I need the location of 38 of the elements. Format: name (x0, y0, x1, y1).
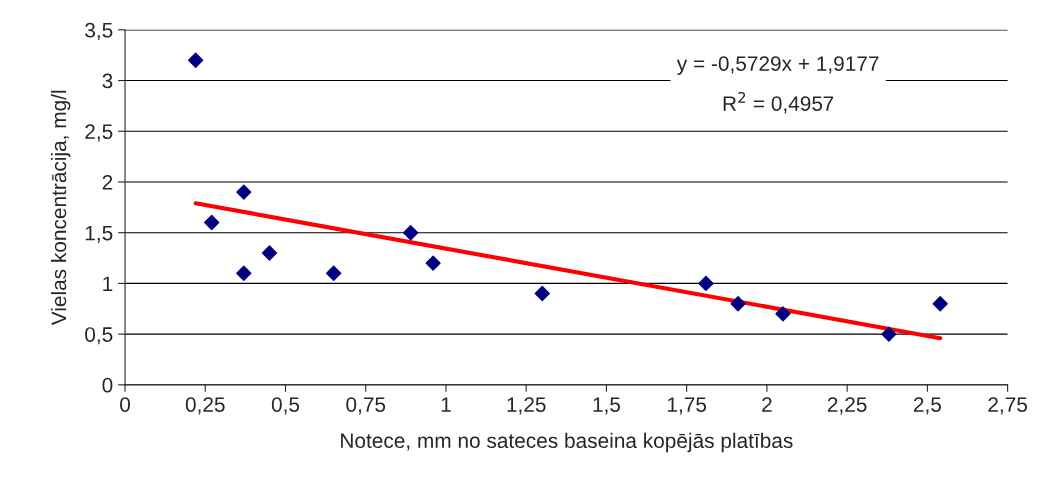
x-tick-label: 1,5 (593, 397, 621, 415)
annotation: y = -0,5729x + 1,9177 (676, 56, 879, 76)
x-tick-label: 1,25 (507, 397, 546, 415)
y-tick-label: 2 (102, 174, 113, 190)
x-tick-label: 0 (120, 397, 131, 412)
y-tick-label: 1 (103, 276, 113, 291)
point (730, 296, 746, 312)
x-tick-label: 2,25 (827, 397, 867, 415)
point (236, 184, 252, 200)
y-axis-title: Vielas koncentrācija, mg/l (50, 90, 71, 326)
x-tick-label: 0,75 (346, 397, 386, 415)
point (534, 285, 550, 302)
point (932, 296, 948, 312)
y-tick-label: 0 (102, 377, 113, 393)
x-tick-label: 2 (762, 397, 772, 412)
x-axis-title: Notece, mm no sateces baseina kopējās platības (341, 432, 793, 453)
point (698, 275, 714, 292)
point (326, 265, 342, 281)
y-tick-label: 1,5 (85, 225, 113, 243)
point (204, 214, 220, 231)
point (188, 52, 204, 68)
annotation: R$^{2}$ = 0,4957 (723, 91, 834, 114)
y-tick-label: 3,5 (85, 22, 113, 41)
point (425, 255, 441, 271)
point (403, 225, 419, 241)
y-tick-label: 0,5 (85, 327, 113, 345)
y-tick-label: 2,5 (85, 124, 113, 142)
x-tick-label: 0,5 (271, 397, 300, 415)
x-tick-label: 1 (441, 397, 451, 412)
point (775, 306, 791, 322)
x-tick-label: 0,25 (185, 397, 225, 415)
point (261, 245, 278, 261)
point (236, 265, 252, 281)
y-tick-label: 3 (102, 73, 113, 89)
x-tick-label: 2,75 (988, 397, 1028, 415)
x-tick-label: 1,75 (667, 397, 707, 415)
x-tick-label: 2,5 (913, 397, 941, 415)
point (881, 326, 897, 342)
